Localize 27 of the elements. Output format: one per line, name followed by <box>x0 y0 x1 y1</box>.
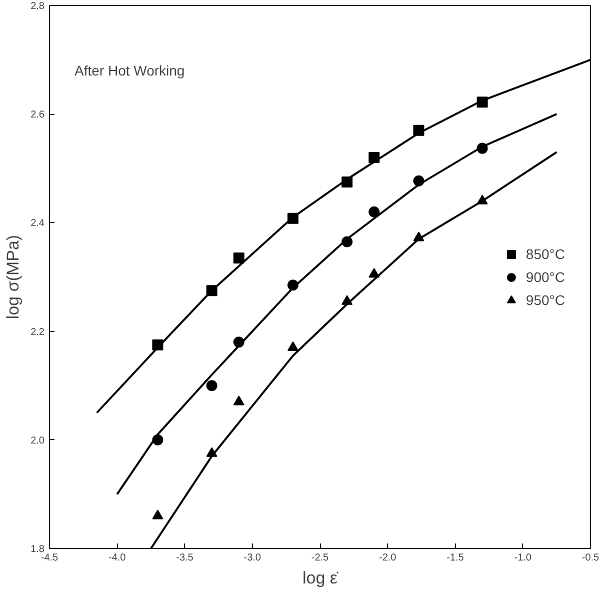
x-tick-label: -1.0 <box>514 552 532 564</box>
x-tick-label: -4.0 <box>108 552 126 564</box>
point <box>206 380 218 392</box>
legend-label: 900°C <box>526 268 565 284</box>
annotation: After Hot Working <box>74 62 185 78</box>
y-tick-label: 2.8 <box>30 1 45 12</box>
x-tick-label: -3.0 <box>244 552 262 564</box>
y-tick-label: 2.2 <box>30 326 45 338</box>
point <box>368 206 380 218</box>
point <box>233 252 244 264</box>
y-tick-label: 1.8 <box>30 544 45 555</box>
legend-label: 850°C <box>526 246 565 262</box>
y-tick-label: 2.0 <box>30 435 45 446</box>
point <box>233 396 244 406</box>
legend-label: 950°C <box>526 292 565 308</box>
point <box>152 510 164 520</box>
x-tick-label: -2.5 <box>311 552 330 564</box>
y-tick-label: 2.4 <box>30 218 45 230</box>
x-tick-label: -1.5 <box>446 552 464 564</box>
x-tick-label: -4.5 <box>40 552 59 564</box>
x-tick-label: -0.5 <box>582 552 600 564</box>
y-tick-label: 2.6 <box>30 110 45 121</box>
x-tick-label: -2.0 <box>379 552 397 564</box>
x-tick-label: -3.5 <box>176 552 194 564</box>
point <box>287 341 298 351</box>
y-axis-title: log σ(MPa) <box>4 234 23 320</box>
x-axis-title: log ε̇ <box>302 568 338 588</box>
